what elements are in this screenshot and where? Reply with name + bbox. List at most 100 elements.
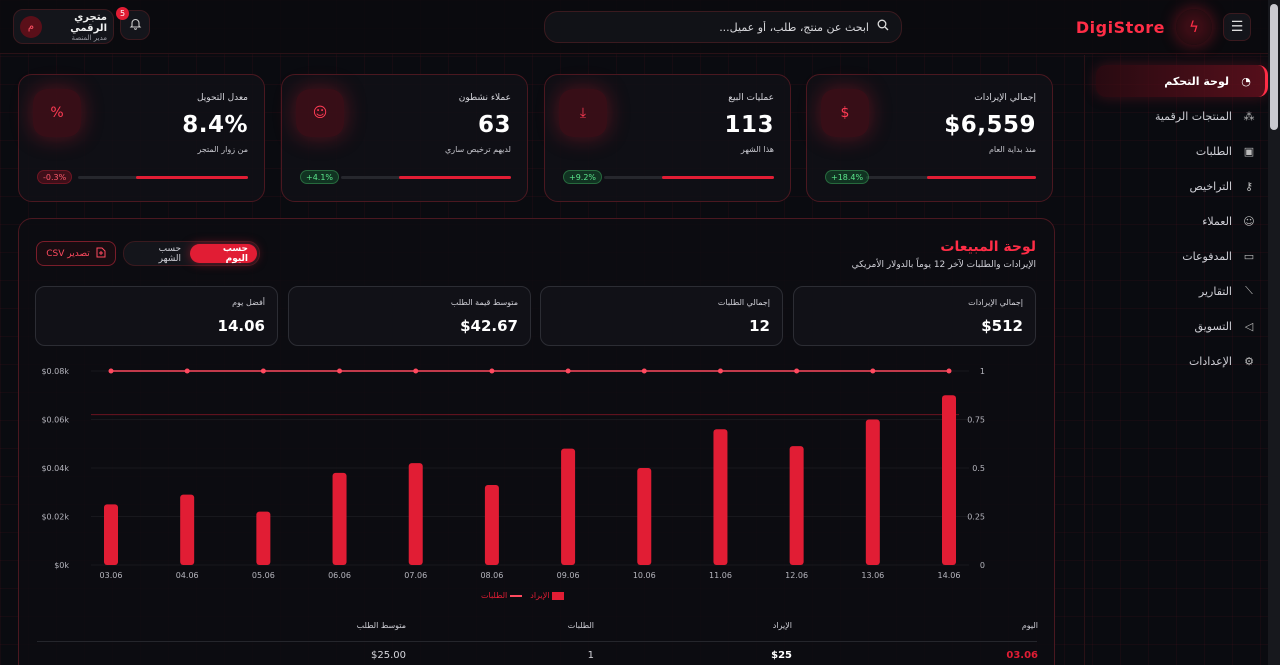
stat-best-day: أفضل يوم 14.06: [35, 286, 278, 346]
stat-value: 14.06: [217, 317, 265, 335]
sidebar-item-label: التسويق: [1194, 319, 1232, 333]
sidebar-item-licenses[interactable]: ⚷ التراخيص: [1096, 170, 1268, 202]
y-right-tick-label: 1: [980, 367, 985, 376]
kpi-value: 8.4%: [182, 112, 248, 138]
sidebar-item-marketing[interactable]: ◁ التسويق: [1096, 310, 1268, 342]
file-export-icon: [96, 247, 106, 261]
kpi-progress-fill: [135, 176, 248, 179]
user-name: متجري الرقمي: [70, 11, 107, 34]
kpi-progress-track: [78, 176, 248, 179]
y-right-tick-label: 0.25: [967, 513, 985, 522]
export-csv-button[interactable]: تصدير CSV: [36, 241, 116, 266]
orders-point: [108, 368, 114, 374]
sidebar-item-label: المدفوعات: [1182, 249, 1232, 263]
x-tick-label: 11.06: [709, 571, 732, 580]
kpi-label: عملاء نشطون: [458, 93, 511, 103]
sidebar-item-label: التراخيص: [1189, 179, 1232, 193]
kpi-label: معدل التحويل: [196, 93, 248, 103]
x-tick-label: 09.06: [557, 571, 580, 580]
sidebar-item-settings[interactable]: ⚙ الإعدادات: [1096, 345, 1268, 377]
kpi-subtext: من زوار المتجر: [197, 145, 248, 154]
x-tick-label: 08.06: [480, 571, 503, 580]
sidebar-item-label: الطلبات: [1195, 144, 1232, 158]
legend-revenue[interactable]: الإيراد: [530, 591, 565, 600]
kpi-progress-fill: [398, 176, 511, 179]
orders-point: [641, 368, 647, 374]
x-tick-label: 13.06: [861, 571, 884, 580]
settings-icon: ⚙: [1244, 354, 1254, 368]
search-input[interactable]: [557, 20, 869, 34]
user-menu[interactable]: م متجري الرقمي مدير المنصة: [13, 9, 114, 44]
sidebar-item-dashboard[interactable]: ◔ لوحة التحكم: [1096, 65, 1268, 97]
sidebar-item-digital-products[interactable]: ⁂ المنتجات الرقمية: [1096, 100, 1268, 132]
kpi-value: 113: [724, 112, 774, 138]
sidebar-item-orders[interactable]: ▣ الطلبات: [1096, 135, 1268, 167]
column-header-orders: الطلبات: [567, 621, 594, 630]
hamburger-icon: ☰: [1230, 19, 1244, 35]
notifications-button[interactable]: 5: [116, 7, 150, 40]
revenue-bar: [332, 472, 347, 565]
y-right-tick-label: 0.5: [972, 464, 985, 473]
stat-total-revenue: إجمالي الإيرادات $512: [793, 286, 1036, 346]
orders-point: [413, 368, 419, 374]
y-left-tick-label: $0.06k: [41, 416, 69, 425]
table-row: 03.06 $25 1 $25.00: [19, 650, 1056, 665]
toggle-monthly-button[interactable]: حسب الشهر: [158, 243, 182, 264]
orders-point: [260, 368, 266, 374]
page-scrollbar[interactable]: [1268, 0, 1280, 665]
kpi-progress-track: [866, 176, 1036, 179]
y-left-tick-label: $0.04k: [41, 464, 69, 473]
toggle-daily-button[interactable]: حسب اليوم: [190, 244, 257, 264]
kpi-card-revenue: $ إجمالي الإيرادات $6,559 منذ بداية العا…: [806, 74, 1053, 202]
brand-logo-badge: ϟ: [1176, 9, 1212, 45]
sidebar-item-payments[interactable]: ▭ المدفوعات: [1096, 240, 1268, 272]
kpi-progress-fill: [927, 176, 1036, 179]
revenue-bar: [637, 468, 652, 565]
stat-value: 12: [749, 317, 770, 335]
shopping-bag-icon: ▣: [1243, 144, 1255, 158]
panel-subtitle: الإيرادات والطلبات لآخر 12 يوماً بالدولا…: [851, 260, 1036, 270]
stat-value: $512: [981, 317, 1023, 335]
search-bar[interactable]: [544, 11, 902, 43]
x-tick-label: 07.06: [404, 571, 427, 580]
users-icon: ☺: [296, 89, 344, 137]
user-info: متجري الرقمي مدير المنصة: [48, 12, 107, 42]
users-icon: ☺: [1243, 214, 1255, 228]
kpi-label: عمليات البيع: [728, 93, 774, 103]
brand-name: DigiStore: [1075, 18, 1165, 37]
kpi-progress-track: [604, 176, 774, 179]
sidebar-item-customers[interactable]: ☺ العملاء: [1096, 205, 1268, 237]
y-left-tick-label: $0k: [54, 561, 69, 570]
stat-label: إجمالي الإيرادات: [968, 298, 1023, 307]
bell-icon: [129, 17, 142, 34]
kpi-card-sales: ⤓ عمليات البيع 113 هذا الشهر +9.2%: [544, 74, 791, 202]
key-icon: ⚷: [1244, 179, 1254, 193]
notification-count-badge: 5: [116, 7, 129, 20]
table-header: اليوم الإيراد الطلبات متوسط الطلب: [19, 621, 1056, 641]
gauge-icon: ◔: [1241, 74, 1251, 88]
cell-day: 03.06: [1006, 650, 1038, 661]
revenue-bar: [484, 484, 499, 565]
sidebar: ◔ لوحة التحكم ⁂ المنتجات الرقمية ▣ الطلب…: [1084, 55, 1268, 665]
stat-label: أفضل يوم: [232, 298, 265, 307]
x-tick-label: 14.06: [938, 571, 961, 580]
revenue-bar: [180, 494, 195, 565]
revenue-bar: [408, 463, 423, 565]
sidebar-item-reports[interactable]: ⟋ التقارير: [1096, 275, 1268, 307]
cell-avg-order: $25.00: [371, 650, 406, 661]
legend-orders-swatch: [510, 594, 523, 597]
kpi-trend-badge: +18.4%: [825, 170, 870, 184]
column-header-avg-order: متوسط الطلب: [356, 621, 406, 630]
revenue-bar: [561, 448, 576, 565]
kpi-value: $6,559: [944, 112, 1036, 138]
menu-toggle-button[interactable]: ☰: [1223, 13, 1251, 41]
orders-point: [946, 368, 952, 374]
orders-point: [870, 368, 876, 374]
scrollbar-thumb[interactable]: [1270, 4, 1278, 130]
legend-orders[interactable]: الطلبات: [481, 591, 523, 600]
stat-label: متوسط قيمة الطلب: [450, 298, 518, 307]
orders-point: [337, 368, 343, 374]
kpi-trend-badge: +4.1%: [300, 170, 340, 184]
sidebar-item-label: الإعدادات: [1188, 354, 1232, 368]
column-header-revenue: الإيراد: [772, 621, 792, 630]
